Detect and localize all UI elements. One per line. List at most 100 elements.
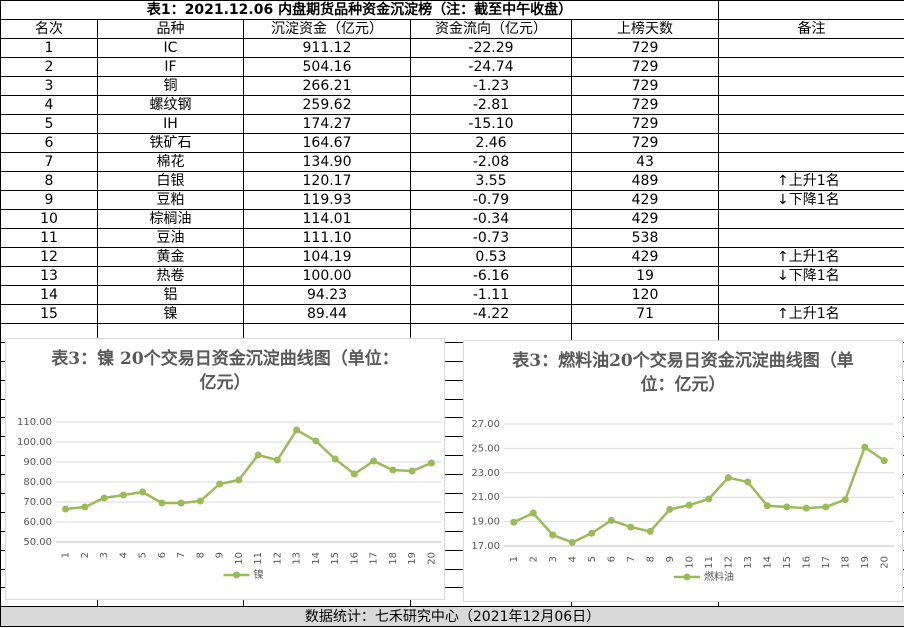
point [588,529,596,537]
x-tick-label: 12 [272,552,283,565]
point [783,503,791,511]
table-cell: 表1：2021.12.06 内盘期货品种资金沉淀榜（注：截至中午收盘） [0,0,720,20]
table-cell [718,285,904,305]
table-cell: 11 [0,228,98,248]
x-tick-label: 11 [704,556,715,569]
table-cell [718,152,904,172]
point [627,523,635,531]
point [841,496,849,504]
table-cell: -0.34 [410,209,572,229]
table-cell: 429 [570,190,720,210]
table-cell: 2.46 [410,133,572,153]
table-cell: 上榜天数 [570,19,720,39]
point [861,443,869,451]
table-cell: 品种 [97,19,244,39]
point [685,501,693,509]
point [705,495,713,503]
x-tick-label: 1 [509,556,520,562]
table-cell: 4 [0,95,98,115]
point [427,459,435,467]
table-cell: ↑上升1名 [718,247,904,267]
table-cell [718,114,904,134]
table-cell: 3 [0,76,98,96]
point [273,456,281,464]
table-cell: 沉淀资金（亿元） [243,19,411,39]
x-tick-label: 17 [369,552,380,565]
table-cell: 热卷 [97,266,244,286]
table-row: 1 IC 911.12 -22.29 729 [0,38,904,58]
table-cell: -1.23 [410,76,572,96]
table-cell: 棉花 [97,152,244,172]
table-cell: 7 [0,152,98,172]
point [100,494,108,502]
table-cell: 174.27 [243,114,411,134]
point [822,503,830,511]
table-row: 2 IF 504.16 -24.74 729 [0,57,904,77]
table-row: 6 铁矿石 164.67 2.46 729 [0,133,904,153]
x-tick-label: 1 [61,552,72,558]
point [646,527,654,535]
table-cell: 100.00 [243,266,411,286]
point [293,426,301,434]
table-cell: -0.79 [410,190,572,210]
table-cell: -24.74 [410,57,572,77]
table-cell: -0.73 [410,228,572,248]
table-cell: 资金流向（亿元） [410,19,572,39]
point [216,480,224,488]
table-cell: 538 [570,228,720,248]
x-tick-label: 16 [801,556,812,569]
table-row: 5 IH 174.27 -15.10 729 [0,114,904,134]
chart-panel: 表3：燃料油20个交易日资金沉淀曲线图（单位：亿元） 17.00 19.00 21.… [463,340,903,602]
table-row: 8 白银 120.17 3.55 489 ↑上升1名 [0,171,904,191]
table-row: 13 热卷 100.00 -6.16 19 ↓下降1名 [0,266,904,286]
x-tick-label: 9 [665,556,676,562]
y-tick-label: 17.00 [471,541,500,552]
table-cell: ↓下降1名 [718,266,904,286]
table-row: 10 棕榈油 114.01 -0.34 429 [0,209,904,229]
table-cell: -2.81 [410,95,572,115]
y-tick-label: 90.00 [23,457,52,468]
x-tick-label: 14 [762,556,773,569]
table-row: 4 螺纹钢 259.62 -2.81 729 [0,95,904,115]
table-cell: 911.12 [243,38,411,58]
table-cell: ↑上升1名 [718,171,904,191]
x-tick-label: 20 [426,552,437,565]
table-cell: 豆油 [97,228,244,248]
point [802,504,810,512]
table-cell: 3.55 [410,171,572,191]
point [312,437,320,445]
table-cell: 铁矿石 [97,133,244,153]
point [880,457,888,465]
table-cell: -1.11 [410,285,572,305]
table-cell: 镍 [97,304,244,324]
x-tick-label: 19 [407,552,418,565]
table-cell: 729 [570,133,720,153]
x-tick-label: 13 [743,556,754,569]
table-row: 12 黄金 104.19 0.53 429 ↑上升1名 [0,247,904,267]
x-tick-label: 20 [879,556,890,569]
table-cell [718,76,904,96]
table-cell: 729 [570,57,720,77]
table-cell: 螺纹钢 [97,95,244,115]
x-tick-label: 3 [548,556,559,562]
table-cell: 19 [570,266,720,286]
x-tick-label: 10 [234,552,245,565]
table-cell: 89.44 [243,304,411,324]
table-cell: 111.10 [243,228,411,248]
x-tick-label: 15 [782,556,793,569]
y-tick-label: 110.00 [17,417,52,428]
y-tick-label: 50.00 [23,537,52,548]
table-cell: IC [97,38,244,58]
x-tick-label: 4 [118,552,129,558]
table-cell [718,95,904,115]
table-cell: 120 [570,285,720,305]
point [119,491,127,499]
chart-title: 表3：镍 20个交易日资金沉淀曲线图（单位：亿元） [51,349,399,393]
table-cell: 铝 [97,285,244,305]
x-tick-label: 9 [215,552,226,558]
table-cell: 489 [570,171,720,191]
table-cell: 棕榈油 [97,209,244,229]
table-cell: 14 [0,285,98,305]
x-tick-label: 5 [138,552,149,558]
table-cell: 164.67 [243,133,411,153]
